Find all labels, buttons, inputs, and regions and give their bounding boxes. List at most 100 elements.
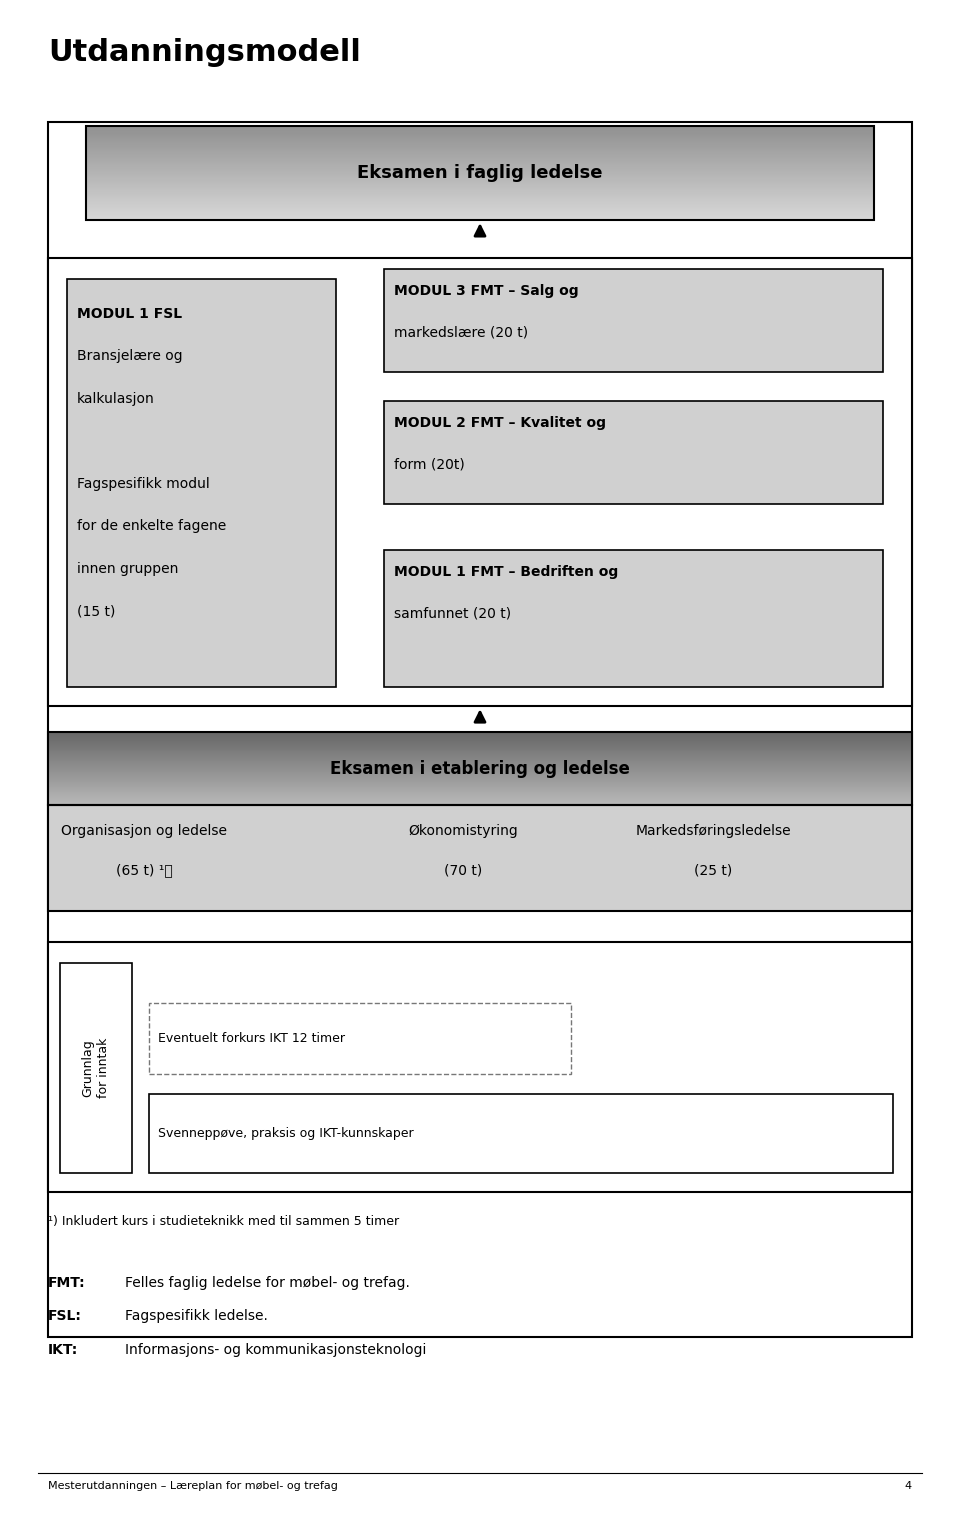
Bar (86, 129, 874, 131)
Text: Fagspesifikk modul: Fagspesifikk modul (77, 477, 209, 491)
Text: MODUL 3 FMT – Salg og: MODUL 3 FMT – Salg og (394, 284, 578, 298)
Bar (48, 743, 912, 744)
Bar (48, 794, 912, 796)
Bar (48, 784, 912, 785)
Bar (86, 219, 874, 220)
Bar (86, 176, 874, 178)
Bar (48, 769, 912, 770)
Bar (149, 1094, 893, 1173)
Bar (48, 737, 912, 738)
Bar (86, 182, 874, 184)
Text: (70 t): (70 t) (444, 863, 482, 878)
Bar (86, 137, 874, 140)
Text: 4: 4 (905, 1481, 912, 1492)
Bar (48, 737, 912, 738)
Bar (48, 747, 912, 749)
Text: ¹) Inkludert kurs i studieteknikk med til sammen 5 timer: ¹) Inkludert kurs i studieteknikk med ti… (48, 1215, 399, 1229)
Bar (384, 401, 883, 504)
Bar (86, 216, 874, 217)
Bar (86, 182, 874, 185)
Bar (48, 773, 912, 775)
Bar (86, 164, 874, 166)
Bar (48, 805, 912, 911)
Bar (48, 764, 912, 766)
Bar (48, 741, 912, 743)
Bar (48, 749, 912, 750)
Bar (86, 158, 874, 159)
Bar (48, 775, 912, 776)
Bar (86, 131, 874, 132)
Bar (48, 775, 912, 776)
Bar (48, 782, 912, 784)
Bar (86, 217, 874, 219)
Text: Eksamen i etablering og ledelse: Eksamen i etablering og ledelse (330, 760, 630, 778)
Bar (48, 750, 912, 752)
Bar (86, 210, 874, 213)
Text: Organisasjon og ledelse: Organisasjon og ledelse (61, 823, 227, 838)
Bar (86, 172, 874, 175)
Bar (86, 184, 874, 187)
Bar (86, 194, 874, 196)
Bar (48, 790, 912, 791)
Bar (48, 785, 912, 787)
Bar (86, 205, 874, 207)
Bar (86, 131, 874, 134)
Bar (384, 550, 883, 687)
Text: markedslære (20 t): markedslære (20 t) (394, 325, 528, 339)
Bar (48, 782, 912, 784)
Bar (48, 772, 912, 773)
Bar (86, 185, 874, 187)
Text: form (20t): form (20t) (394, 457, 465, 471)
Bar (86, 159, 874, 161)
Bar (48, 797, 912, 799)
Bar (86, 173, 874, 176)
Bar (48, 770, 912, 772)
Bar (48, 797, 912, 799)
Bar (48, 740, 912, 741)
Text: for de enkelte fagene: for de enkelte fagene (77, 519, 226, 533)
Bar (48, 799, 912, 802)
Bar (48, 781, 912, 782)
Bar (86, 204, 874, 205)
Bar (48, 746, 912, 747)
Bar (86, 188, 874, 191)
Text: MODUL 2 FMT – Kvalitet og: MODUL 2 FMT – Kvalitet og (394, 416, 606, 430)
Text: FMT:: FMT: (48, 1276, 85, 1290)
Bar (48, 732, 912, 734)
Bar (86, 169, 874, 170)
Bar (86, 208, 874, 210)
Bar (48, 746, 912, 747)
Text: Felles faglig ledelse for møbel- og trefag.: Felles faglig ledelse for møbel- og tref… (125, 1276, 410, 1290)
Text: kalkulasjon: kalkulasjon (77, 392, 155, 406)
Bar (384, 269, 883, 372)
Text: MODUL 1 FMT – Bedriften og: MODUL 1 FMT – Bedriften og (394, 565, 618, 579)
Bar (48, 776, 912, 778)
Bar (48, 755, 912, 756)
Text: Bransjelære og: Bransjelære og (77, 349, 182, 363)
Bar (86, 126, 874, 128)
Text: Økonomistyring: Økonomistyring (408, 823, 517, 838)
Bar (48, 761, 912, 763)
Bar (48, 764, 912, 766)
Bar (48, 799, 912, 801)
Bar (86, 214, 874, 216)
Bar (86, 210, 874, 211)
Bar (86, 126, 874, 220)
Bar (67, 279, 336, 687)
Bar (48, 732, 912, 734)
Bar (86, 146, 874, 147)
Bar (86, 126, 874, 129)
Bar (48, 758, 912, 760)
Text: Utdanningsmodell: Utdanningsmodell (48, 38, 361, 67)
Text: Svennepрøve, praksis og IKT-kunnskaper: Svennepрøve, praksis og IKT-kunnskaper (158, 1127, 414, 1139)
Bar (48, 802, 912, 804)
Bar (48, 787, 912, 788)
Bar (60, 963, 132, 1173)
Bar (86, 199, 874, 201)
Text: Fagspesifikk ledelse.: Fagspesifikk ledelse. (125, 1309, 268, 1323)
Text: FSL:: FSL: (48, 1309, 82, 1323)
Bar (48, 732, 912, 805)
Bar (48, 787, 912, 788)
Bar (48, 743, 912, 744)
Bar (48, 753, 912, 755)
